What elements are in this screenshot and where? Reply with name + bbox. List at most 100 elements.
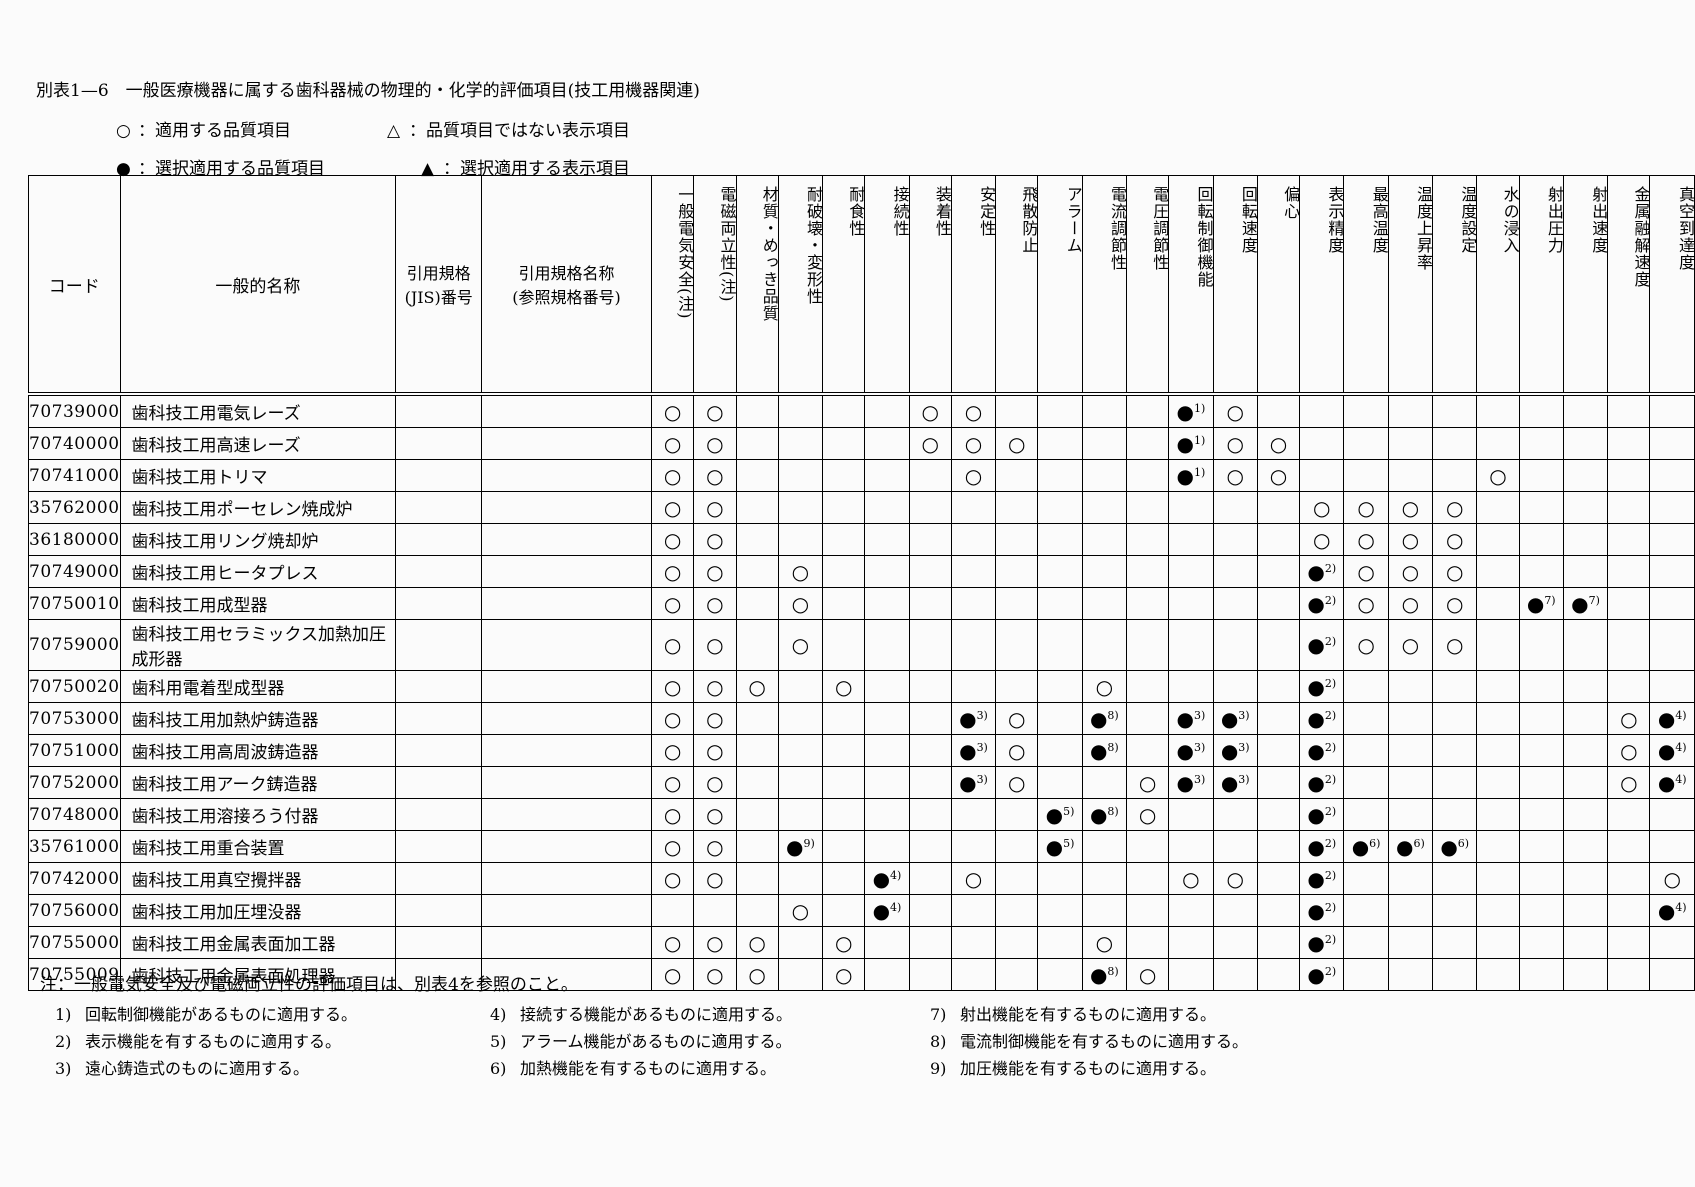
column-header-row: コード 一般的名称 引用規格 (JIS)番号 引用規格名称 (参照規格番号) 一… (28, 175, 1695, 396)
mark-cell (735, 894, 779, 927)
mark-cell: ●2) (1299, 798, 1345, 831)
column-header-item-19: 温度設定 (1432, 175, 1478, 396)
filled-circle-mark: ● (1307, 559, 1325, 584)
footnote-text: 射出機能を有するものに適用する。 (960, 1005, 1217, 1024)
mark-cell (864, 734, 910, 767)
footnote-5: 5) アラーム機能があるものに適用する。 (490, 1033, 792, 1051)
mark-cell (1649, 555, 1695, 588)
mark-footnote-ref: 3) (976, 740, 988, 754)
mark-cell (1562, 862, 1609, 895)
circle-mark-cell: ○ (1607, 734, 1651, 767)
filled-circle-mark: ● (1657, 706, 1676, 731)
row-jis-number (395, 798, 483, 831)
circle-mark-cell: ○ (693, 393, 737, 428)
column-header-item-21: 射出圧力 (1518, 175, 1564, 396)
mark-cell: ●4) (1649, 894, 1695, 927)
filled-circle-mark: ● (1307, 834, 1325, 859)
mark-cell (1212, 958, 1258, 991)
mark-footnote-ref: 3) (1193, 740, 1206, 754)
mark-cell: ●2) (1299, 702, 1345, 735)
mark-cell (651, 894, 695, 927)
row-name: 歯科技工用重合装置 (119, 830, 397, 863)
circle-mark-cell: ○ (693, 734, 737, 767)
mark-cell (1476, 734, 1520, 767)
mark-cell (1476, 766, 1520, 799)
mark-cell: ●1) (1168, 427, 1214, 460)
mark-footnote-ref: 4) (890, 900, 902, 914)
mark-cell (864, 830, 910, 863)
circle-mark-cell: ○ (1607, 702, 1651, 735)
mark-footnote-ref: 8) (1107, 964, 1119, 978)
mark-cell (777, 798, 824, 831)
mark-cell (1476, 523, 1520, 556)
mark-cell: ●3) (1212, 766, 1258, 799)
mark-cell (822, 459, 866, 492)
mark-footnote-ref: 8) (1107, 740, 1119, 754)
mark-cell (1081, 862, 1128, 895)
circle-mark-cell: ○ (1387, 619, 1434, 671)
mark-cell (1037, 523, 1083, 556)
mark-cell (995, 830, 1039, 863)
mark-cell (950, 926, 997, 959)
circle-mark-cell: ○ (822, 670, 866, 703)
mark-cell (1607, 798, 1651, 831)
footnote-column-3: 7) 射出機能を有するものに適用する。 8) 電流制御機能を有するものに適用する。 … (930, 1006, 1248, 1087)
filled-circle-mark: ● (959, 770, 977, 795)
circle-mark-cell: ○ (651, 491, 695, 524)
circle-mark-cell: ○ (822, 926, 866, 959)
circle-mark-cell: ○ (1432, 619, 1478, 671)
circle-mark-cell: ○ (1432, 523, 1478, 556)
filled-circle-mark: ● (1220, 706, 1239, 731)
column-header-item-24: 真空到達度 (1649, 175, 1695, 396)
circle-mark-cell: ○ (1387, 555, 1434, 588)
mark-cell (1387, 926, 1434, 959)
mark-cell (950, 587, 997, 620)
mark-cell (1432, 670, 1478, 703)
circle-mark-cell: ○ (693, 670, 737, 703)
footnote-3: 3) 遠心鋳造式のものに適用する。 (55, 1060, 357, 1078)
column-header-item-23: 金属融解速度 (1607, 175, 1651, 396)
mark-cell (1476, 862, 1520, 895)
mark-cell (1562, 958, 1609, 991)
column-header-ref-name: 引用規格名称 (参照規格番号) (481, 175, 653, 396)
mark-cell (1607, 459, 1651, 492)
mark-cell (1518, 619, 1564, 671)
mark-cell (1607, 523, 1651, 556)
column-header-item-10: アラーム (1037, 175, 1083, 396)
mark-footnote-ref: 2) (1324, 964, 1337, 978)
filled-circle-mark: ● (1307, 962, 1325, 987)
circle-mark-cell: ○ (908, 393, 952, 428)
mark-cell (1256, 798, 1301, 831)
mark-cell (1432, 798, 1478, 831)
mark-cell (777, 427, 824, 460)
footnote-4: 4) 接続する機能があるものに適用する。 (490, 1006, 792, 1024)
row-code: 70740000 (28, 427, 121, 460)
circle-mark-cell: ○ (693, 926, 737, 959)
mark-cell (1168, 798, 1214, 831)
mark-cell (1607, 619, 1651, 671)
mark-footnote-ref: 8) (1107, 708, 1119, 722)
filled-circle-mark: ● (1307, 930, 1325, 955)
mark-footnote-ref: 3) (976, 708, 988, 722)
mark-footnote-ref: 4) (890, 868, 902, 882)
mark-cell (1432, 926, 1478, 959)
filled-circle-mark: ● (1089, 802, 1108, 827)
mark-cell (950, 491, 997, 524)
mark-cell (1518, 427, 1564, 460)
mark-cell (1037, 427, 1083, 460)
mark-cell (1562, 894, 1609, 927)
mark-cell (1256, 619, 1301, 671)
mark-cell (1387, 894, 1434, 927)
circle-mark-cell: ○ (908, 427, 952, 460)
column-header-item-3: 材質・めっき品質 (735, 175, 779, 396)
mark-cell (1212, 491, 1258, 524)
column-header-item-7: 装着性 (908, 175, 952, 396)
circle-mark-cell: ○ (995, 766, 1039, 799)
mark-cell (1649, 393, 1695, 428)
column-header-item-22: 射出速度 (1562, 175, 1609, 396)
footnote-text: 回転制御機能があるものに適用する。 (85, 1005, 358, 1024)
mark-footnote-ref: 1) (1193, 401, 1206, 415)
filled-circle-mark: ● (1089, 962, 1108, 987)
row-jis-number (395, 958, 483, 991)
mark-cell (1037, 555, 1083, 588)
